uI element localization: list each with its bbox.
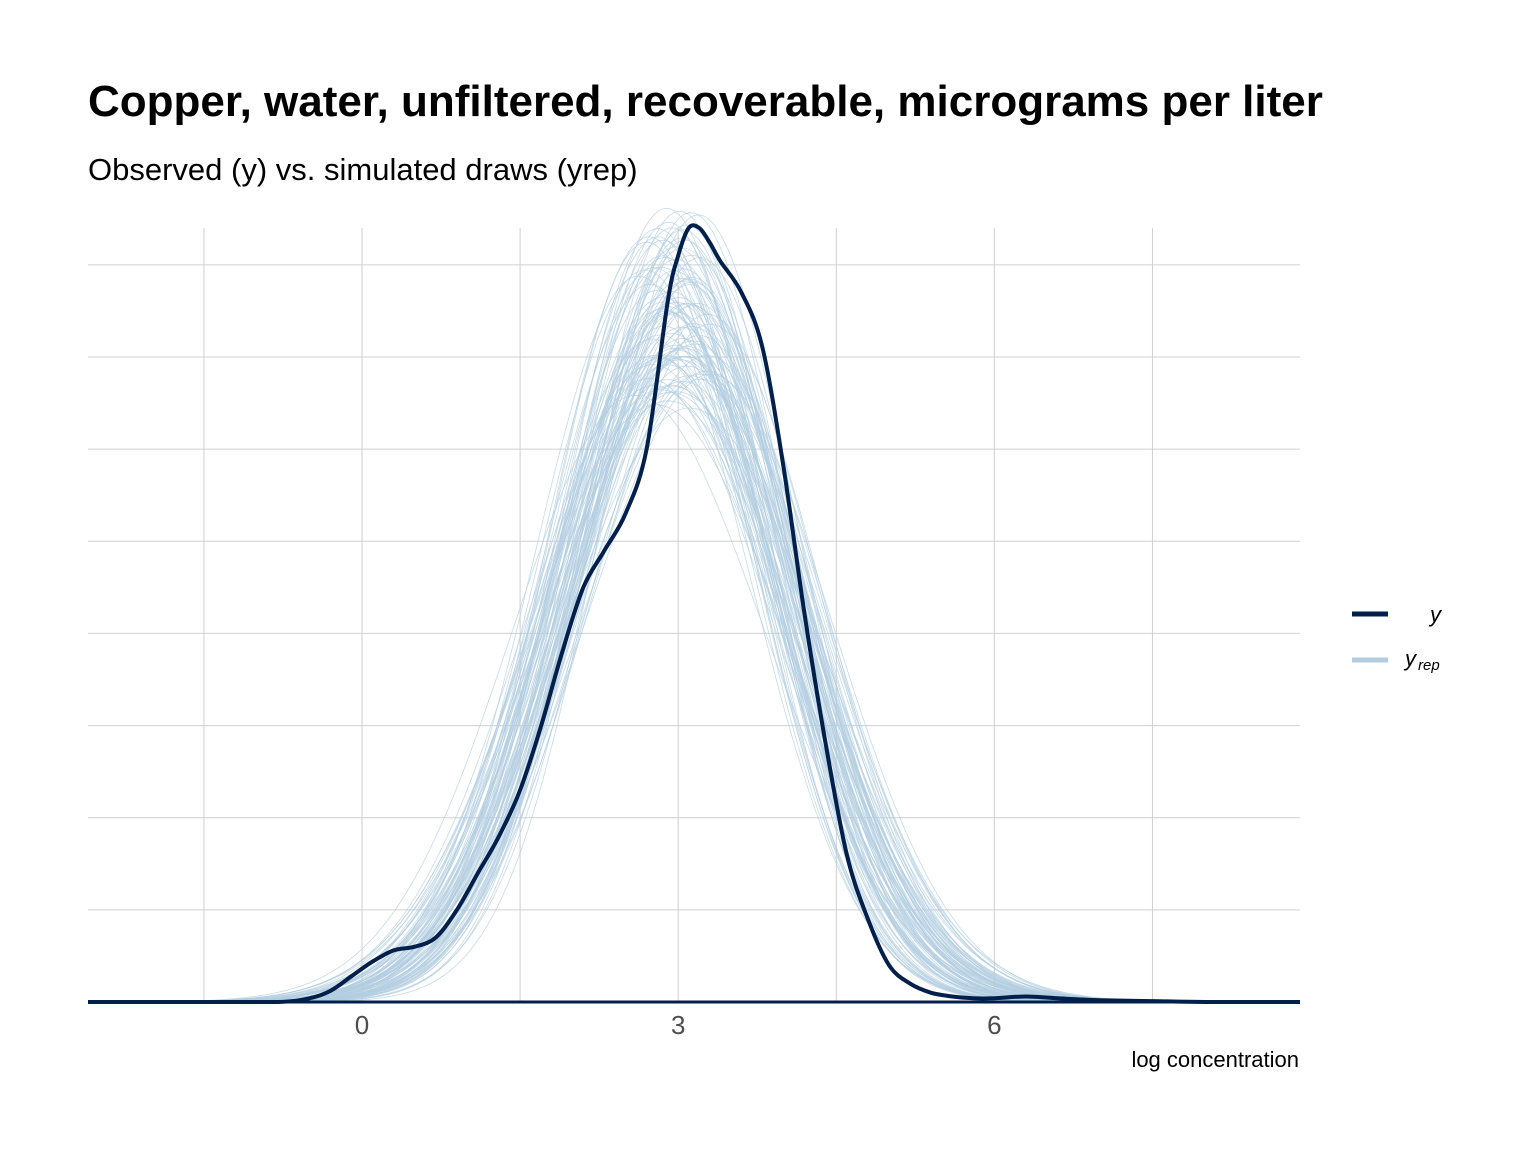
yrep-draw-1 xyxy=(88,355,1300,1003)
yrep-draw-28 xyxy=(88,338,1300,1003)
x-axis-label: log concentration xyxy=(1131,1047,1299,1072)
yrep-draw-96 xyxy=(88,301,1300,1003)
yrep-draw-46 xyxy=(88,356,1300,1003)
yrep-draw-70 xyxy=(88,268,1300,1003)
yrep-draw-95 xyxy=(88,338,1300,1003)
grid-lines xyxy=(88,228,1300,1002)
yrep-draw-66 xyxy=(88,346,1300,1003)
yrep-draw-86 xyxy=(88,378,1300,1003)
yrep-draw-97 xyxy=(88,374,1300,1003)
legend-yrep-main: y xyxy=(1403,646,1418,671)
observed-density xyxy=(87,223,1300,1005)
yrep-draw-74 xyxy=(88,400,1300,1003)
yrep-draw-77 xyxy=(88,340,1300,1003)
yrep-draw-12 xyxy=(88,313,1300,1003)
yrep-draw-54 xyxy=(88,236,1300,1003)
yrep-draw-90 xyxy=(88,391,1300,1003)
yrep-draw-49 xyxy=(88,323,1300,1003)
x-tick-label-2: 6 xyxy=(987,1010,1001,1040)
yrep-draw-47 xyxy=(88,266,1300,1003)
yrep-draw-94 xyxy=(88,344,1300,1003)
yrep-draw-65 xyxy=(88,313,1300,1003)
legend-y-label: y xyxy=(1428,602,1443,627)
yrep-draw-22 xyxy=(88,258,1300,1003)
chart-subtitle: Observed (y) vs. simulated draws (yrep) xyxy=(88,152,638,187)
yrep-draw-30 xyxy=(88,355,1300,1003)
legend-yrep-label: y rep xyxy=(1403,646,1440,674)
yrep-draw-58 xyxy=(88,404,1300,1003)
yrep-draw-68 xyxy=(88,278,1300,1003)
yrep-draw-24 xyxy=(88,354,1300,1003)
yrep-draw-83 xyxy=(88,375,1300,1003)
yrep-draw-38 xyxy=(88,283,1300,1003)
yrep-draw-5 xyxy=(88,256,1300,1003)
yrep-draw-93 xyxy=(88,377,1300,1003)
chart-title: Copper, water, unfiltered, recoverable, … xyxy=(88,77,1323,126)
yrep-draw-9 xyxy=(88,305,1300,1003)
yrep-draw-10 xyxy=(88,247,1300,1003)
yrep-draw-48 xyxy=(88,325,1300,1003)
yrep-draw-33 xyxy=(88,335,1300,1003)
yrep-draw-26 xyxy=(88,277,1300,1003)
observed-y-line xyxy=(87,223,1300,1005)
legend-yrep-subscript: rep xyxy=(1418,657,1440,674)
yrep-draw-76 xyxy=(88,391,1300,1003)
yrep-draw-50 xyxy=(88,284,1300,1003)
yrep-draw-15 xyxy=(88,356,1300,1003)
yrep-draw-32 xyxy=(88,334,1300,1003)
yrep-draws xyxy=(87,207,1300,1003)
yrep-draw-23 xyxy=(88,326,1300,1003)
yrep-draw-44 xyxy=(88,239,1300,1003)
yrep-draw-7 xyxy=(88,364,1300,1003)
yrep-draw-34 xyxy=(87,395,1300,1003)
yrep-draw-61 xyxy=(88,276,1300,1003)
yrep-draw-3 xyxy=(88,365,1300,1003)
yrep-draw-20 xyxy=(88,239,1300,1003)
yrep-draw-31 xyxy=(88,407,1300,1003)
yrep-draw-81 xyxy=(88,323,1300,1003)
yrep-draw-27 xyxy=(88,257,1300,1003)
yrep-draw-6 xyxy=(88,380,1300,1003)
yrep-draw-45 xyxy=(88,354,1300,1003)
x-tick-label-0: 0 xyxy=(355,1010,369,1040)
yrep-draw-59 xyxy=(88,333,1300,1003)
x-tick-label-1: 3 xyxy=(671,1010,685,1040)
yrep-draw-62 xyxy=(88,326,1300,1003)
x-axis-ticks: 0 3 6 xyxy=(355,1010,1002,1040)
yrep-draw-91 xyxy=(88,267,1300,1003)
yrep-draw-60 xyxy=(88,364,1300,1003)
yrep-draw-72 xyxy=(88,214,1300,1003)
yrep-draw-25 xyxy=(88,311,1300,1003)
yrep-draw-75 xyxy=(88,373,1300,1003)
yrep-draw-18 xyxy=(88,301,1300,1003)
yrep-draw-39 xyxy=(88,370,1300,1003)
yrep-draw-35 xyxy=(88,310,1300,1003)
yrep-draw-43 xyxy=(88,347,1300,1003)
yrep-draw-80 xyxy=(88,379,1300,1003)
yrep-draw-55 xyxy=(88,359,1300,1003)
legend: y y rep xyxy=(1352,602,1443,674)
yrep-draw-92 xyxy=(88,347,1300,1003)
yrep-draw-29 xyxy=(88,349,1300,1003)
yrep-draw-88 xyxy=(88,289,1300,1003)
yrep-draw-8 xyxy=(88,290,1300,1003)
yrep-draw-42 xyxy=(88,356,1300,1003)
yrep-draw-89 xyxy=(88,221,1300,1003)
yrep-draw-69 xyxy=(88,343,1300,1003)
yrep-draw-82 xyxy=(88,236,1300,1003)
